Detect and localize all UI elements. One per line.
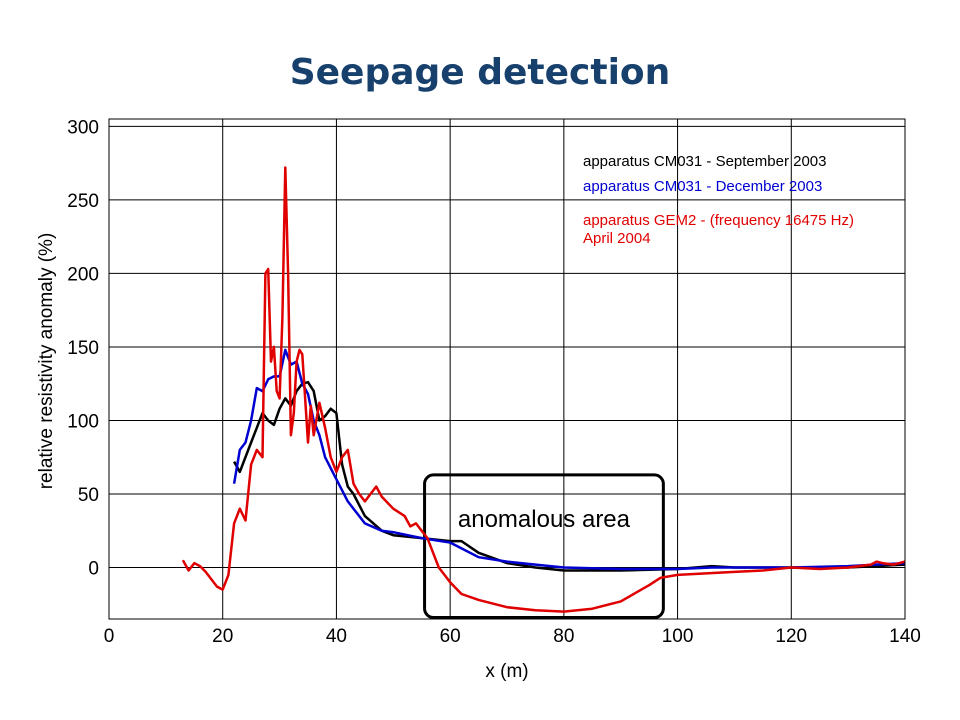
plot-frame: [108, 118, 906, 620]
legend: apparatus CM031 - September 2003 apparatu…: [583, 153, 854, 247]
y-tick-label-0: 0: [88, 559, 99, 580]
x-tick-label-3: 60: [440, 626, 461, 647]
y-axis-label: relative resistivity anomaly (%): [36, 233, 57, 490]
y-tick-label-5: 250: [67, 191, 99, 212]
y-tick-label-1: 50: [78, 485, 99, 506]
x-tick-label-0: 0: [104, 626, 115, 647]
x-tick-label-2: 40: [326, 626, 347, 647]
x-axis-label: x (m): [485, 661, 528, 682]
x-tick-label-5: 100: [662, 626, 694, 647]
series-line-0: [233, 380, 906, 572]
y-tick-label-4: 200: [67, 264, 99, 285]
y-tick-label-2: 100: [67, 411, 99, 432]
anomalous-area-label: anomalous area: [458, 506, 631, 533]
legend-entry-0: apparatus CM031 - September 2003: [583, 153, 826, 170]
x-tick-label-1: 20: [212, 626, 233, 647]
legend-entry-1: apparatus CM031 - December 2003: [583, 178, 822, 195]
x-tick-label-4: 80: [553, 626, 574, 647]
series-line-1: [232, 348, 906, 571]
anomalous-area-box: [423, 473, 665, 620]
page-title: Seepage detection: [289, 52, 671, 93]
annotation-layer: anomalous area: [423, 473, 665, 620]
y-tick-label-6: 300: [67, 117, 99, 138]
legend-entry-2: apparatus GEM2 - (frequency 16475 Hz) Apr…: [583, 212, 854, 247]
y-tick-label-3: 150: [67, 338, 99, 359]
series-layer: [181, 166, 906, 613]
x-tick-label-7: 140: [889, 626, 921, 647]
series-line-2: [181, 166, 906, 613]
x-tick-label-6: 120: [775, 626, 807, 647]
tick-labels: 0 20 40 60 80 100 120 140 0 50 100 150 200 250 300: [67, 117, 921, 647]
